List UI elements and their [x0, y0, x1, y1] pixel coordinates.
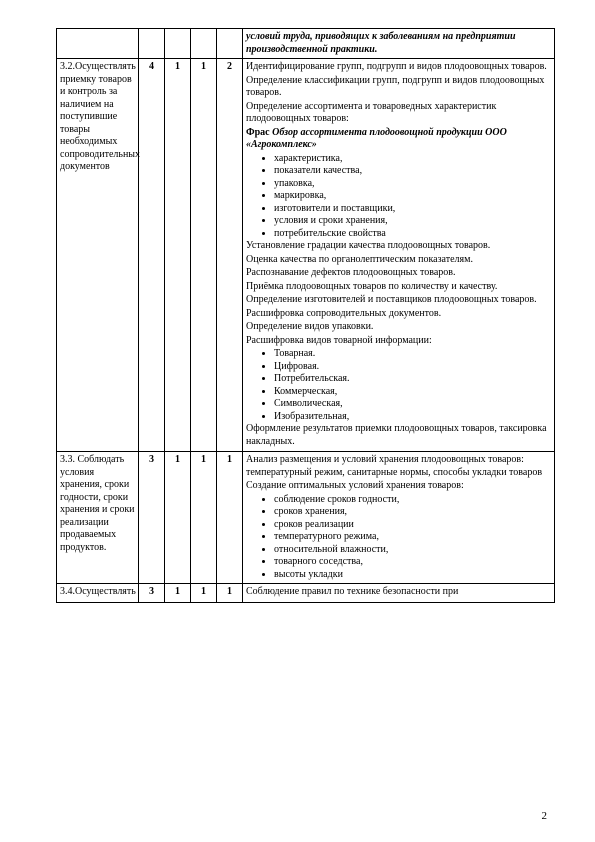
- cell-num: 1: [165, 452, 191, 584]
- bullet-list: характеристика, показатели качества, упа…: [246, 153, 551, 241]
- list-item: товарного соседства,: [274, 556, 551, 569]
- para: Фрас Обзор ассортимента плодоовощной про…: [246, 127, 551, 152]
- list-item: потребительские свойства: [274, 228, 551, 241]
- para: Приёмка плодоовощных товаров по количест…: [246, 281, 551, 294]
- list-item: соблюдение сроков годности,: [274, 494, 551, 507]
- para: Расшифровка сопроводительных документов.: [246, 308, 551, 321]
- cell-empty: [191, 29, 217, 59]
- para: Установление градации качества плодоовощ…: [246, 240, 551, 253]
- list-item: Символическая,: [274, 398, 551, 411]
- cell-num: 1: [165, 59, 191, 452]
- cell-num: 1: [191, 584, 217, 603]
- cell-num: 1: [191, 452, 217, 584]
- table-row: 3.4.Осуществлять 3 1 1 1 Соблюдение прав…: [57, 584, 555, 603]
- fras-bold: Фрас: [246, 127, 272, 138]
- list-item: характеристика,: [274, 153, 551, 166]
- list-item: Изобразительная,: [274, 411, 551, 424]
- cell-empty: [217, 29, 243, 59]
- cell-content: Идентифицирование групп, подгрупп и видо…: [243, 59, 555, 452]
- para: Оценка качества по органолептическим пок…: [246, 254, 551, 267]
- para: Определение классификации групп, подгруп…: [246, 75, 551, 100]
- cell-empty: [165, 29, 191, 59]
- cell-title: 3.2.Осуществлять приемку товаров и контр…: [57, 59, 139, 452]
- cell-num: 1: [217, 452, 243, 584]
- cell-empty: [139, 29, 165, 59]
- bullet-list: Товарная. Цифровая. Потребительская. Ком…: [246, 348, 551, 423]
- list-item: сроков реализации: [274, 519, 551, 532]
- fras-italic: Обзор ассортимента плодоовощной продукци…: [246, 127, 507, 151]
- para: Соблюдение правил по технике безопасност…: [246, 586, 551, 599]
- cell-content: условий труда, приводящих к заболеваниям…: [243, 29, 555, 59]
- list-item: Коммерческая,: [274, 386, 551, 399]
- para: Расшифровка видов товарной информации:: [246, 335, 551, 348]
- para: Анализ размещения и условий хранения пло…: [246, 454, 551, 479]
- cell-title: 3.4.Осуществлять: [57, 584, 139, 603]
- list-item: температурного режима,: [274, 531, 551, 544]
- list-item: упаковка,: [274, 178, 551, 191]
- para: Создание оптимальных условий хранения то…: [246, 480, 551, 493]
- page-number: 2: [542, 810, 548, 822]
- list-item: сроков хранения,: [274, 506, 551, 519]
- table-row: условий труда, приводящих к заболеваниям…: [57, 29, 555, 59]
- para: Определение видов упаковки.: [246, 321, 551, 334]
- para: Определение изготовителей и поставщиков …: [246, 294, 551, 307]
- bullet-list: соблюдение сроков годности, сроков хране…: [246, 494, 551, 582]
- list-item: высоты укладки: [274, 569, 551, 582]
- list-item: Потребительская.: [274, 373, 551, 386]
- cell-num: 2: [217, 59, 243, 452]
- cell-num: 3: [139, 452, 165, 584]
- list-item: относительной влажности,: [274, 544, 551, 557]
- cell-num: 3: [139, 584, 165, 603]
- cell-title: 3.3. Соблюдать условия хранения, сроки г…: [57, 452, 139, 584]
- list-item: Цифровая.: [274, 361, 551, 374]
- list-item: маркировка,: [274, 190, 551, 203]
- table-row: 3.3. Соблюдать условия хранения, сроки г…: [57, 452, 555, 584]
- list-item: показатели качества,: [274, 165, 551, 178]
- para: Определение ассортимента и товароведных …: [246, 101, 551, 126]
- cell-num: 4: [139, 59, 165, 452]
- cell-content: Соблюдение правил по технике безопасност…: [243, 584, 555, 603]
- cell-num: 1: [165, 584, 191, 603]
- para: Распознавание дефектов плодоовощных това…: [246, 267, 551, 280]
- cell-num: 1: [217, 584, 243, 603]
- table-row: 3.2.Осуществлять приемку товаров и контр…: [57, 59, 555, 452]
- list-item: изготовители и поставщики,: [274, 203, 551, 216]
- row0-italic-text: условий труда, приводящих к заболеваниям…: [246, 31, 516, 55]
- curriculum-table: условий труда, приводящих к заболеваниям…: [56, 28, 555, 603]
- para: Оформление результатов приемки плодоовощ…: [246, 423, 551, 448]
- para: Идентифицирование групп, подгрупп и видо…: [246, 61, 551, 74]
- list-item: условия и сроки хранения,: [274, 215, 551, 228]
- list-item: Товарная.: [274, 348, 551, 361]
- cell-num: 1: [191, 59, 217, 452]
- cell-content: Анализ размещения и условий хранения пло…: [243, 452, 555, 584]
- cell-empty: [57, 29, 139, 59]
